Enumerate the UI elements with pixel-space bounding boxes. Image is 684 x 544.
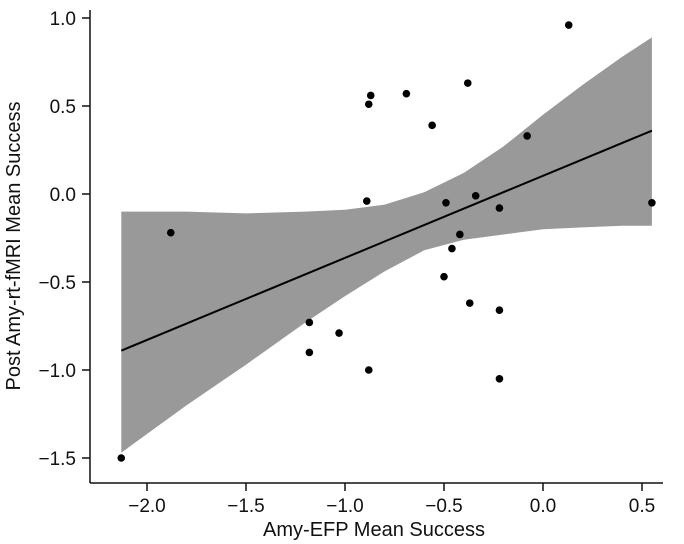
data-point-15 [456,230,464,239]
x-axis-title: Amy-EFP Mean Success [263,519,485,541]
y-tick-label: 0.5 [50,97,76,118]
data-point-12 [440,272,448,281]
data-point-23 [564,21,573,29]
y-tick-label: −0.5 [38,273,76,294]
data-point-16 [463,79,472,87]
data-point-22 [523,132,531,140]
y-tick-label: −1.5 [38,449,76,470]
x-tick-label: −0.5 [425,496,463,517]
x-tick-label: 0.0 [530,496,556,517]
data-point-7 [364,100,373,109]
data-point-4 [305,348,314,357]
data-point-14 [448,244,456,253]
y-tick-label: 1.0 [50,9,76,30]
data-point-9 [364,366,373,374]
data-point-18 [471,191,480,200]
data-point-21 [495,375,504,383]
data-points-layer [117,21,656,462]
y-tick-label: −1.0 [38,361,76,382]
x-tick-label: −1.0 [326,496,364,517]
y-axis-title: Post Amy-rt-fMRI Mean Success [3,102,25,391]
x-tick-label: −1.5 [227,496,265,517]
data-point-6 [362,197,371,205]
data-point-19 [495,204,504,212]
data-point-2 [166,228,175,237]
data-point-17 [465,299,474,307]
regression-line [120,129,653,352]
data-point-24 [648,199,656,207]
data-point-1 [117,454,126,462]
y-ticks: 1.0 0.5 0.0 −0.5 −1.0 −1.5 [38,9,90,470]
regression-line-layer [120,129,653,352]
data-point-3 [305,318,314,327]
data-point-8 [366,91,375,100]
data-point-5 [335,329,343,337]
data-point-11 [428,121,436,130]
data-point-13 [442,199,450,207]
x-tick-label: −2.0 [128,496,166,517]
data-point-20 [495,306,504,314]
y-tick-label: 0.0 [50,185,76,206]
x-ticks: −2.0 −1.5 −1.0 −0.5 0.0 0.5 [128,483,655,517]
confidence-band-layer [121,37,652,453]
data-point-10 [402,89,411,98]
confidence-band [121,37,652,453]
x-tick-label: 0.5 [629,496,655,517]
